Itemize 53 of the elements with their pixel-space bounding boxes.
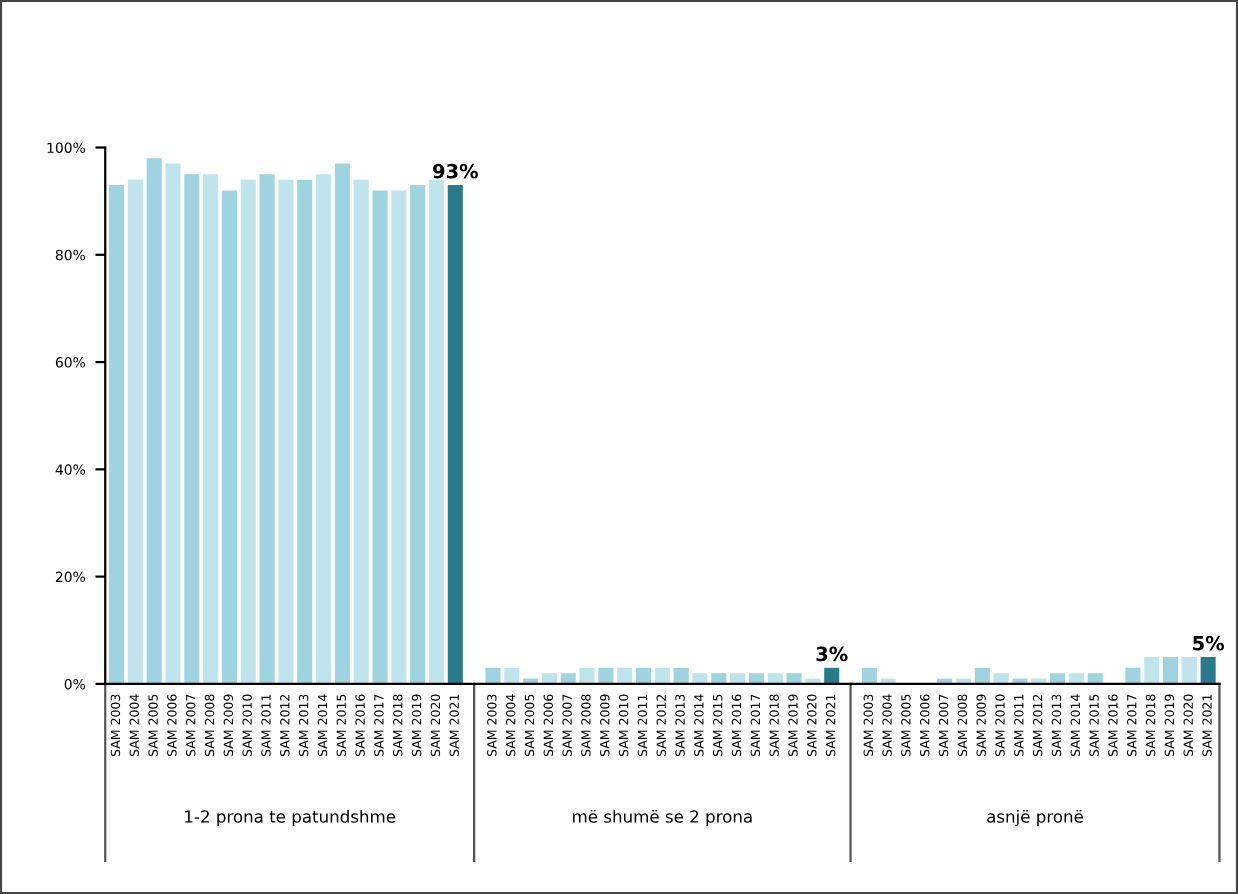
bar	[673, 667, 689, 684]
bar	[654, 667, 670, 684]
bar	[692, 673, 708, 684]
bar	[1181, 657, 1197, 684]
data-label: 3%	[816, 646, 848, 662]
bar	[240, 179, 256, 684]
bar	[184, 174, 200, 684]
bar	[560, 673, 576, 684]
bar	[127, 179, 143, 684]
bar	[730, 673, 746, 684]
bar	[353, 179, 369, 684]
bar	[410, 185, 426, 684]
bar	[297, 179, 313, 684]
bar	[617, 667, 633, 684]
bar	[635, 667, 652, 684]
bar	[447, 185, 463, 684]
data-label: 5%	[1193, 635, 1225, 651]
bar	[372, 190, 388, 684]
bar	[203, 174, 219, 684]
bar	[504, 667, 520, 684]
text: më shumë se 2 prona	[573, 809, 752, 827]
bar	[108, 185, 125, 684]
bar	[1144, 657, 1160, 684]
bar	[1162, 657, 1179, 684]
data-label: 93%	[433, 163, 478, 179]
bar	[598, 667, 614, 684]
bar	[541, 673, 557, 684]
bar	[165, 163, 181, 684]
bar	[391, 190, 407, 684]
bar	[748, 673, 764, 684]
bar	[221, 190, 237, 684]
bar	[259, 174, 275, 684]
bar	[334, 163, 350, 684]
bar	[579, 667, 595, 684]
bar	[711, 673, 727, 684]
bar	[993, 673, 1009, 684]
bar	[1125, 667, 1141, 684]
bar	[485, 667, 501, 684]
bar	[1200, 657, 1216, 684]
text: asnjë pronë	[987, 809, 1083, 827]
bar	[1050, 673, 1066, 684]
bar	[824, 667, 840, 684]
bar	[861, 667, 877, 684]
bar	[974, 667, 990, 684]
bar	[428, 179, 445, 684]
bar	[316, 174, 332, 684]
text: 1-2 prona te patundshme	[185, 809, 396, 827]
bar	[767, 673, 783, 684]
bar	[1087, 673, 1103, 684]
bar	[1068, 673, 1084, 684]
bar	[146, 158, 162, 684]
bar	[786, 673, 802, 684]
bar	[278, 179, 294, 684]
